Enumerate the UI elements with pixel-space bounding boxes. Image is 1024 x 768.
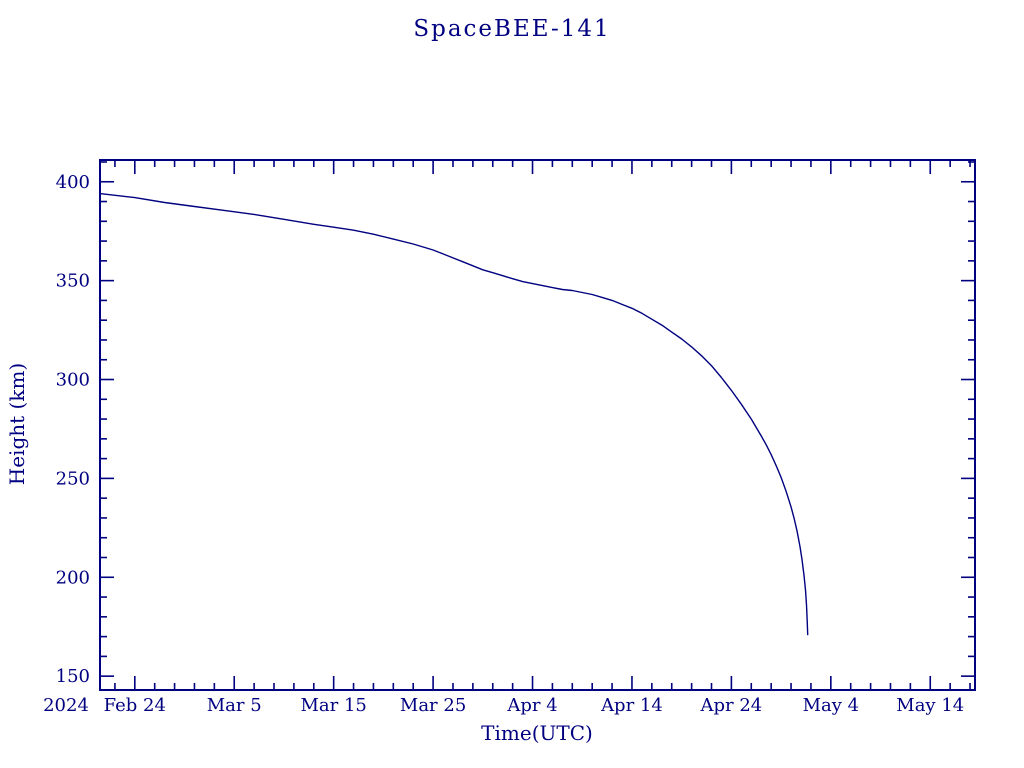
chart-title: SpaceBEE-141 xyxy=(413,16,610,42)
y-tick-label: 350 xyxy=(56,271,90,292)
x-tick-label: Mar 5 xyxy=(207,695,262,716)
x-tick-label: May 14 xyxy=(896,695,964,716)
plot-frame xyxy=(99,159,976,691)
x-tick-label: Apr 24 xyxy=(700,695,763,716)
x-tick-label: Mar 25 xyxy=(400,695,466,716)
y-tick-label: 400 xyxy=(56,172,90,193)
x-tick-label: Feb 24 xyxy=(104,695,166,716)
x-axis-label: Time(UTC) xyxy=(481,721,593,745)
height-series-line xyxy=(99,192,809,636)
y-axis-label: Height (km) xyxy=(5,363,29,485)
year-label: 2024 xyxy=(43,695,89,716)
y-tick-label: 150 xyxy=(56,666,90,687)
x-tick-label: May 4 xyxy=(803,695,860,716)
y-tick-label: 300 xyxy=(56,370,90,391)
x-tick-label: Mar 15 xyxy=(300,695,366,716)
x-tick-label: Apr 14 xyxy=(600,695,663,716)
plot-area: Feb 24 Mar 5 Mar 15 Mar 25 Apr 4 Apr 14 Apr 24… xyxy=(56,159,976,716)
y-tick-label: 200 xyxy=(56,567,90,588)
y-tick-label: 250 xyxy=(56,468,90,489)
x-tick-label: Apr 4 xyxy=(506,695,557,716)
